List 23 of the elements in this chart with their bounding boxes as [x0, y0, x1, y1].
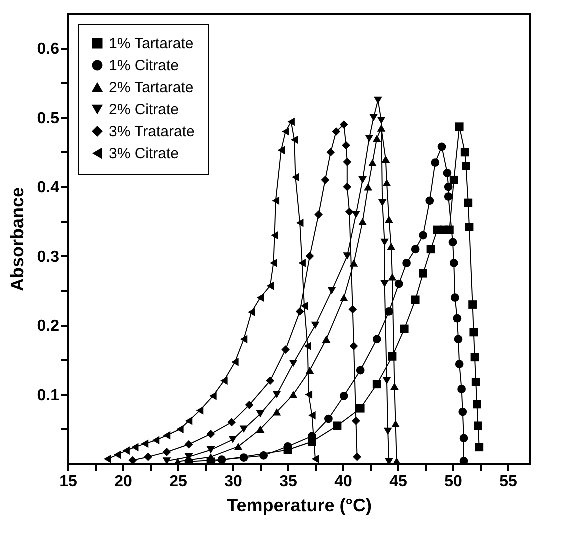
x-tick-label: 35 — [280, 474, 298, 490]
legend-label: 3% Citrate — [109, 146, 180, 162]
y-axis-title: Absorbance — [7, 187, 28, 292]
legend-label: 3% Tratarate — [109, 124, 195, 140]
y-tick-label: 0.6 — [37, 41, 60, 58]
legend-label: 1% Citrate — [109, 58, 180, 74]
legend-label: 2% Tartarate — [109, 80, 194, 96]
y-tick-label: 0.3 — [37, 248, 60, 266]
x-tick-label: 15 — [60, 474, 78, 490]
x-tick-label: 30 — [224, 474, 242, 490]
y-tick-label: 0.5 — [37, 110, 60, 128]
x-tick-label: 55 — [500, 474, 518, 490]
x-tick-label: 25 — [170, 474, 188, 490]
y-tick-label: 0.1 — [37, 387, 60, 404]
x-tick-label: 20 — [114, 474, 132, 490]
y-tick-label: 0.2 — [37, 318, 60, 336]
legend-label: 2% Citrate — [109, 102, 180, 118]
x-axis-title: Temperature (°C) — [227, 496, 372, 516]
y-tick-label: 0.4 — [37, 180, 60, 197]
x-tick-label: 50 — [444, 474, 462, 490]
legend-label: 1% Tartarate — [109, 36, 194, 52]
x-tick-label: 45 — [390, 474, 408, 490]
x-tick-label: 40 — [334, 474, 352, 490]
